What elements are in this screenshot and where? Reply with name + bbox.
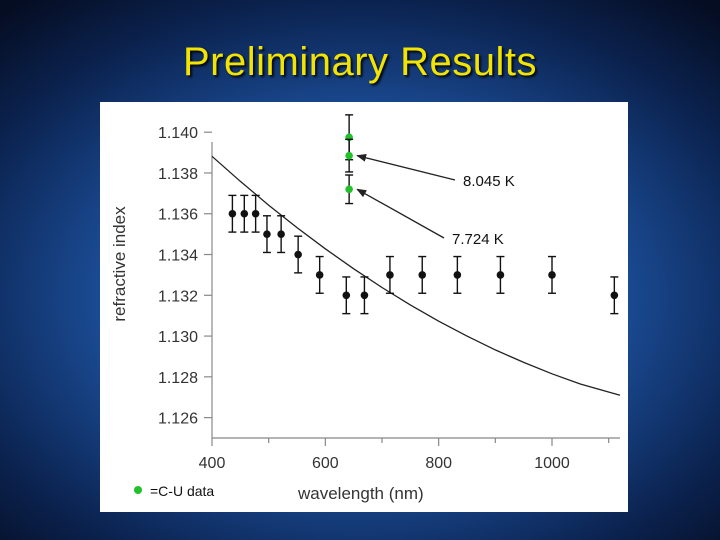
data-point-dot [315, 271, 324, 279]
annotation-arrow [356, 188, 445, 239]
data-point-dot [345, 185, 353, 194]
y-tick-label: 1.134 [158, 248, 198, 265]
data-point [418, 255, 427, 294]
data-point [315, 255, 324, 294]
data-point-dot [342, 291, 351, 300]
chart-panel: 1.126 1.128 1.130 1.132 1.134 1.136 1.138 1.140… [100, 102, 628, 512]
data-point-dot [251, 209, 260, 218]
data-point [277, 215, 286, 254]
y-tick-label: 1.140 [158, 125, 198, 142]
y-tick-label: 1.128 [158, 370, 198, 387]
data-point [360, 276, 369, 315]
slide-title: Preliminary Results [182, 40, 538, 84]
data-point [496, 255, 505, 294]
data-point-dot [360, 291, 369, 300]
data-point-dot [294, 250, 302, 259]
data-point [228, 194, 237, 233]
data-point-dot [345, 151, 353, 160]
data-point-dot [277, 230, 285, 238]
fit-curve [211, 155, 621, 396]
y-axis-label: refractive index [110, 206, 129, 322]
data-point-dot [240, 209, 249, 218]
data-point [548, 255, 556, 294]
annotation-label: 7.724 K [452, 231, 504, 248]
annotation-arrow [356, 153, 456, 181]
legend-label: =C-U data [150, 483, 214, 499]
data-points [228, 114, 619, 315]
y-tick-label: 1.138 [158, 166, 198, 183]
refractive-index-chart: 1.126 1.128 1.130 1.132 1.134 1.136 1.138 1.140… [110, 114, 621, 503]
data-point-dot [453, 271, 462, 279]
x-tick-label: 400 [199, 455, 226, 472]
data-point-dot [228, 209, 237, 218]
y-tick-label: 1.132 [158, 288, 198, 305]
annotations: 8.045 K 7.724 K [356, 153, 515, 248]
data-point [345, 174, 354, 205]
data-point [610, 276, 619, 315]
axes [211, 142, 620, 439]
data-point [294, 235, 303, 274]
y-tick-label: 1.126 [158, 411, 198, 428]
data-point-dot [548, 271, 556, 279]
x-tick-label: 1000 [534, 455, 570, 472]
data-point-dot [263, 230, 271, 238]
legend-marker [134, 486, 142, 494]
x-axis-label: wavelength (nm) [297, 484, 424, 503]
y-tick-label: 1.130 [158, 329, 198, 346]
data-point [262, 215, 271, 254]
data-point [345, 138, 354, 173]
data-point [240, 194, 249, 233]
data-point [453, 255, 462, 294]
data-point [251, 194, 260, 233]
data-point-dot [610, 291, 619, 300]
x-tick-label: 800 [425, 455, 452, 472]
data-point-dot [496, 271, 505, 279]
y-tick-label: 1.136 [158, 207, 198, 224]
annotation-label: 8.045 K [463, 173, 515, 190]
x-tick-label: 600 [312, 455, 339, 472]
data-point [342, 276, 351, 315]
data-point [385, 255, 394, 294]
fit-curve-group [211, 155, 621, 396]
axis-ticks: 1.126 1.128 1.130 1.132 1.134 1.136 1.138 1.140… [158, 125, 610, 472]
data-point-dot [386, 271, 394, 279]
data-point-dot [418, 271, 427, 279]
